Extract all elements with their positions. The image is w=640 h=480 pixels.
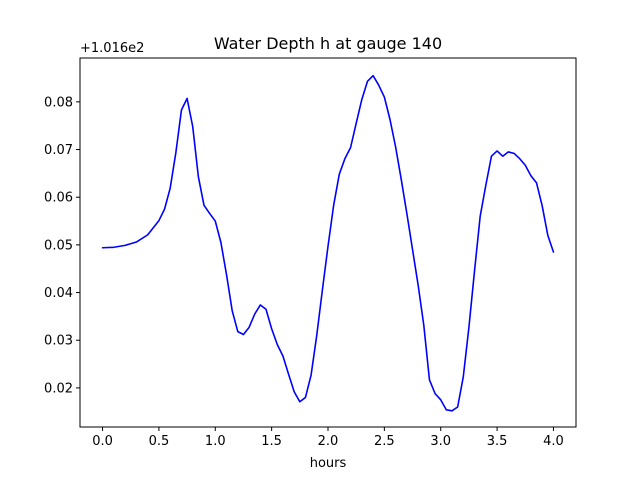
chart-title: Water Depth h at gauge 140 (214, 34, 442, 53)
y-tick-label-5: 0.07 (44, 143, 73, 158)
x-tick-label-6: 3.0 (430, 434, 451, 449)
y-axis-offset-label: +1.016e2 (80, 41, 144, 56)
y-tick-label-2: 0.04 (44, 286, 73, 301)
y-tick-label-6: 0.08 (44, 95, 73, 110)
y-tick-label-3: 0.05 (44, 238, 73, 253)
x-tick-label-7: 3.5 (487, 434, 508, 449)
x-tick-label-2: 1.0 (205, 434, 226, 449)
x-tick-label-3: 1.5 (261, 434, 282, 449)
x-tick-label-5: 2.5 (374, 434, 395, 449)
x-tick-label-1: 0.5 (149, 434, 170, 449)
series-line-0 (101, 74, 555, 412)
y-tick-label-1: 0.03 (44, 334, 73, 349)
x-tick-label-8: 4.0 (543, 434, 564, 449)
y-tick-label-0: 0.02 (44, 381, 73, 396)
x-tick-label-4: 2.0 (318, 434, 339, 449)
x-tick-label-0: 0.0 (92, 434, 113, 449)
y-tick-label-4: 0.06 (44, 191, 73, 206)
x-axis-label: hours (310, 456, 347, 471)
plot-area: 0.0 0.5 1.0 1.5 2.0 2.5 3.0 3.5 4.0 0.02 0.03 0.04 0… (44, 57, 577, 449)
